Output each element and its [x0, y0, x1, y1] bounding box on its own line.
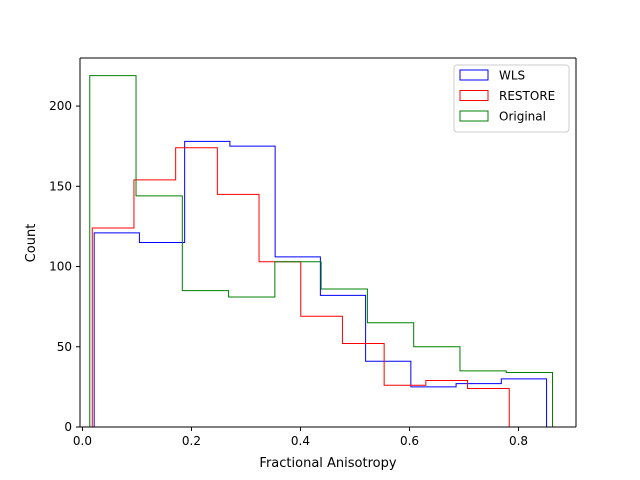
legend-swatch-restore: [459, 90, 489, 101]
y-axis-ticks: 0 50 100 150 200: [49, 99, 80, 434]
legend-label-restore: RESTORE: [499, 89, 555, 103]
y-tick-label: 200: [49, 99, 72, 113]
legend-label-original: Original: [499, 110, 546, 124]
x-tick-label: 0.8: [509, 434, 528, 448]
histogram-series-restore: [91, 147, 510, 427]
y-tick-label: 50: [57, 340, 72, 354]
y-tick-label: 100: [49, 260, 72, 274]
y-tick-label: 0: [64, 420, 72, 434]
x-tick-label: 0.4: [291, 434, 310, 448]
x-tick-label: 0.0: [73, 434, 92, 448]
legend-swatch-original: [459, 110, 489, 122]
legend-swatch-wls: [459, 69, 489, 81]
legend: WLS RESTORE Original: [453, 64, 570, 133]
series-layer: [89, 75, 554, 427]
histogram-series-wls: [93, 140, 548, 427]
y-axis-label: Count: [24, 224, 39, 263]
x-tick-label: 0.6: [400, 434, 419, 448]
x-tick-label: 0.2: [182, 434, 201, 448]
legend-label-wls: WLS: [499, 69, 525, 83]
x-axis-ticks: 0.0 0.2 0.4 0.6 0.8: [73, 427, 528, 448]
y-tick-label: 150: [49, 179, 72, 193]
legend-box: [453, 64, 570, 133]
histogram-series-original: [89, 75, 554, 427]
axes-frame: [79, 57, 577, 428]
x-axis-label: Fractional Anisotropy: [259, 456, 396, 471]
legend-items: WLS RESTORE Original: [459, 69, 555, 124]
